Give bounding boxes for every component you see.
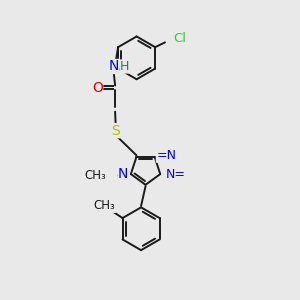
Text: N: N xyxy=(118,167,128,181)
Text: Cl: Cl xyxy=(173,32,186,45)
Text: S: S xyxy=(111,124,120,138)
Text: O: O xyxy=(92,81,103,95)
Text: H: H xyxy=(120,60,130,73)
Text: N: N xyxy=(108,59,119,74)
Text: CH₃: CH₃ xyxy=(94,200,116,212)
Text: =N: =N xyxy=(156,149,176,162)
Text: CH₃: CH₃ xyxy=(84,169,106,182)
Text: N=: N= xyxy=(166,168,186,181)
